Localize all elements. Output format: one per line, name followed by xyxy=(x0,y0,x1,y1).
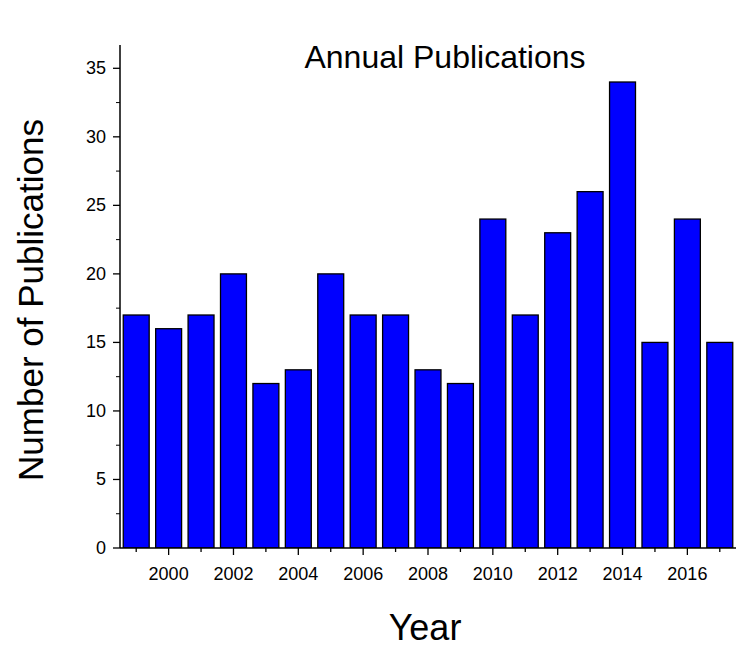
y-tick xyxy=(113,479,120,480)
x-tick xyxy=(395,548,396,552)
bar xyxy=(447,384,473,548)
y-minor-tick xyxy=(116,239,120,240)
y-tick-label: 0 xyxy=(96,538,106,558)
bar xyxy=(512,315,538,548)
y-minor-tick xyxy=(116,171,120,172)
x-tick-label: 2004 xyxy=(278,564,318,584)
y-tick xyxy=(113,547,120,548)
x-tick xyxy=(460,548,461,552)
y-minor-tick xyxy=(116,376,120,377)
x-tick-label: 2010 xyxy=(473,564,513,584)
bar xyxy=(415,370,441,548)
y-tick-label: 15 xyxy=(86,332,106,352)
bar xyxy=(610,82,636,548)
x-tick-label: 2008 xyxy=(408,564,448,584)
y-tick-label: 30 xyxy=(86,127,106,147)
y-minor-tick xyxy=(116,308,120,309)
bar xyxy=(350,315,376,548)
x-tick xyxy=(265,548,266,552)
bar xyxy=(707,342,733,548)
y-tick xyxy=(113,205,120,206)
bar xyxy=(188,315,214,548)
x-tick xyxy=(589,548,590,552)
bar xyxy=(156,329,182,548)
x-tick xyxy=(492,548,493,555)
x-tick-label: 2000 xyxy=(149,564,189,584)
bar xyxy=(545,233,571,548)
bar xyxy=(480,219,506,548)
y-tick-label: 25 xyxy=(86,195,106,215)
x-tick-label: 2012 xyxy=(538,564,578,584)
x-tick xyxy=(363,548,364,555)
y-minor-tick xyxy=(116,102,120,103)
x-tick xyxy=(557,548,558,555)
x-tick xyxy=(427,548,428,555)
x-tick xyxy=(654,548,655,552)
y-tick xyxy=(113,68,120,69)
x-axis-label: Year xyxy=(389,607,462,648)
x-tick-label: 2006 xyxy=(343,564,383,584)
y-minor-tick xyxy=(116,445,120,446)
x-tick xyxy=(233,548,234,555)
x-tick-label: 2014 xyxy=(603,564,643,584)
y-tick-label: 35 xyxy=(86,58,106,78)
y-tick xyxy=(113,410,120,411)
bar xyxy=(221,274,247,548)
bar xyxy=(383,315,409,548)
x-tick xyxy=(719,548,720,552)
x-tick xyxy=(298,548,299,555)
chart-container: 0 5 10 15 20 25 30 35 2000 2002 2004 2006 2008 2010 20… xyxy=(0,0,751,654)
y-tick xyxy=(113,136,120,137)
y-tick-label: 10 xyxy=(86,401,106,421)
x-tick xyxy=(136,548,137,552)
y-axis-label: Number of Publications xyxy=(11,119,50,481)
bar xyxy=(123,315,149,548)
x-tick xyxy=(622,548,623,555)
bar xyxy=(253,384,279,548)
y-axis xyxy=(119,45,121,548)
chart-svg: 0 5 10 15 20 25 30 35 2000 2002 2004 2006 2008 2010 20… xyxy=(0,0,751,654)
x-tick-label: 2002 xyxy=(213,564,253,584)
y-tick xyxy=(113,273,120,274)
x-tick xyxy=(525,548,526,552)
x-tick xyxy=(200,548,201,552)
bar xyxy=(674,219,700,548)
bar xyxy=(285,370,311,548)
y-tick xyxy=(113,342,120,343)
x-tick xyxy=(687,548,688,555)
x-tick xyxy=(330,548,331,552)
bar xyxy=(642,342,668,548)
y-tick-label: 5 xyxy=(96,469,106,489)
x-tick xyxy=(168,548,169,555)
bar xyxy=(577,192,603,548)
bars xyxy=(123,82,733,548)
chart-title: Annual Publications xyxy=(304,39,585,75)
y-minor-tick xyxy=(116,513,120,514)
bar xyxy=(318,274,344,548)
y-tick-label: 20 xyxy=(86,264,106,284)
x-tick-label: 2016 xyxy=(667,564,707,584)
